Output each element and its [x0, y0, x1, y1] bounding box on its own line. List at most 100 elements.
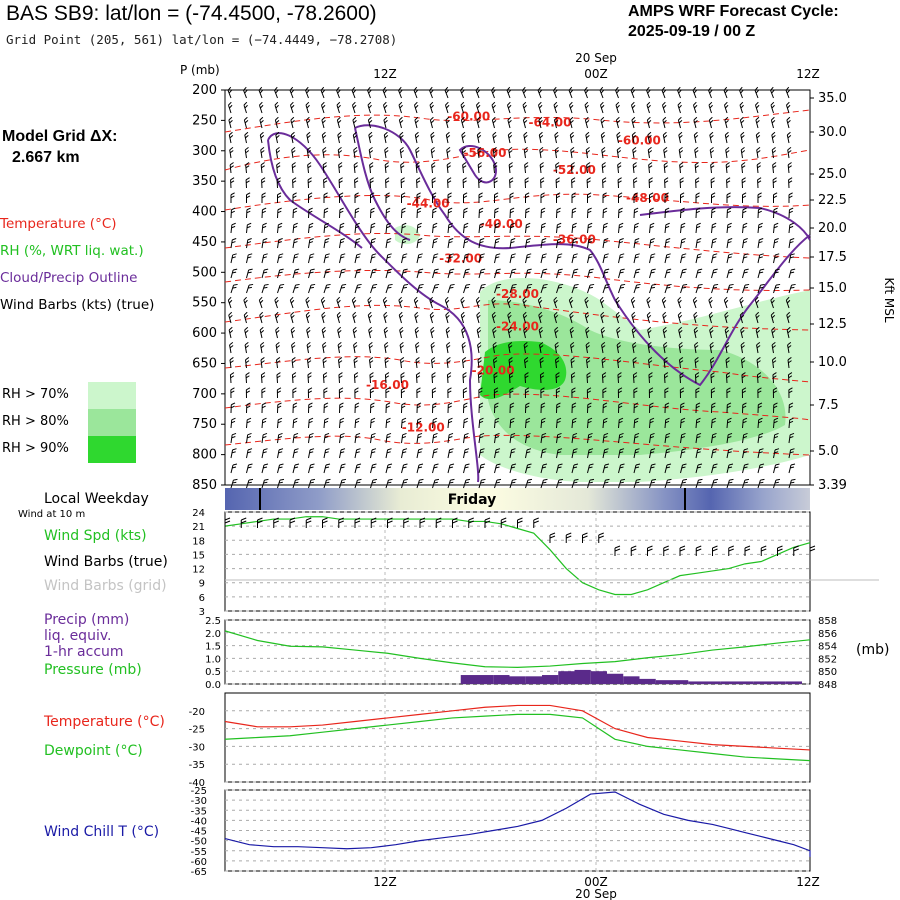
wind-barb	[430, 341, 435, 354]
wind-barb	[290, 311, 295, 324]
wind-barb	[571, 402, 577, 414]
pressure-tick-label: 800	[192, 448, 217, 463]
wind-barb	[384, 146, 389, 159]
wind-chill-tick-label: -55	[191, 847, 207, 858]
wind-barb	[367, 86, 372, 99]
pressure-tick-label: 250	[192, 113, 217, 128]
wind-barb	[726, 402, 732, 414]
wind-barb	[571, 177, 576, 189]
wind-barb	[616, 326, 621, 339]
wind-barb	[664, 448, 671, 459]
wind-barb	[695, 207, 701, 219]
wind-barb	[757, 268, 765, 279]
wind-barb	[556, 192, 561, 204]
wind-barb	[556, 463, 563, 474]
wind-barb	[632, 357, 637, 369]
wind-barb	[617, 357, 622, 369]
precip-bar	[558, 671, 575, 684]
wind-barb	[726, 238, 733, 249]
wind-barb	[568, 101, 574, 114]
wind-barb	[785, 101, 791, 114]
wind-barb	[369, 387, 375, 399]
wind-barb	[477, 341, 482, 354]
wind-barb	[261, 222, 267, 234]
wind-barb	[509, 432, 516, 444]
wind-barb	[649, 222, 655, 234]
wind-barb	[291, 372, 297, 384]
wind-barb	[773, 432, 779, 444]
wind-barb	[322, 341, 327, 354]
wind-barb	[432, 448, 439, 459]
wind-barb	[508, 162, 513, 174]
wind-barb	[416, 238, 423, 249]
precip-accum-label: 1-hr accum	[44, 644, 124, 660]
wind-barb	[725, 372, 731, 384]
wind-barb	[633, 387, 638, 399]
wind-barb	[617, 372, 622, 384]
wind-barb	[432, 478, 440, 489]
height-tick-label: 12.5	[818, 317, 847, 332]
wind-barb	[354, 268, 362, 279]
pressure-tick-label: 854	[818, 642, 837, 653]
wind-barb	[569, 116, 574, 129]
wind-barb	[352, 131, 358, 144]
temperature-contour-label: -60.00	[447, 109, 490, 123]
wind-barb	[630, 101, 636, 114]
wind-barb	[493, 357, 498, 369]
temperature-tick-label: -20	[189, 707, 205, 718]
wind-barb	[725, 162, 730, 174]
wind-barb	[228, 116, 233, 129]
wind-barb	[741, 162, 746, 174]
wind-barb	[570, 357, 575, 369]
wind-barb	[649, 478, 657, 489]
wind-barb	[292, 253, 299, 264]
wind-barb	[742, 238, 748, 249]
wind-barb	[694, 146, 699, 159]
wind-barb	[757, 478, 765, 489]
temperature-contour-label: -40.00	[480, 217, 523, 231]
wind-barb	[463, 192, 468, 204]
wind-barb	[478, 387, 483, 399]
wind-barb	[770, 101, 775, 114]
wind-barb	[539, 146, 544, 159]
wind-barb	[571, 478, 579, 489]
wind-barb	[384, 357, 389, 369]
wind-barb	[354, 417, 360, 429]
temperature-contour	[224, 148, 811, 171]
wind-barb	[742, 268, 749, 279]
wind-barb	[772, 162, 777, 174]
wind-barb	[432, 207, 437, 219]
wind-barb	[630, 296, 636, 309]
wind-barb	[323, 478, 331, 489]
precip-bar	[460, 675, 477, 684]
wind-barb	[323, 448, 330, 459]
wind-barb	[476, 116, 481, 129]
wind-barb	[308, 283, 316, 294]
wind-barb	[244, 131, 249, 144]
wind-barb	[788, 387, 793, 399]
wind-barb	[353, 357, 358, 369]
wind-barb	[661, 296, 667, 309]
wind-barb	[646, 86, 651, 99]
precip-tick-label: 2.0	[205, 629, 221, 640]
wind-barb	[399, 131, 404, 144]
wind-barb	[385, 207, 391, 219]
wind-barb	[337, 131, 342, 144]
wind-barb	[571, 222, 577, 234]
wind-barb	[354, 478, 362, 489]
wind-barb	[726, 253, 733, 264]
wind-barb	[275, 146, 281, 159]
wind-barb	[726, 207, 732, 219]
wind-barb	[478, 283, 486, 294]
wind-barb	[339, 432, 345, 444]
wind-barb	[292, 283, 300, 294]
wind-barb	[338, 162, 343, 174]
forecast-cycle-title: AMPS WRF Forecast Cycle: 2025-09-19 / 00…	[628, 2, 839, 42]
wind-barb	[370, 478, 378, 489]
wind-barb	[693, 326, 699, 339]
wind-barb	[540, 478, 548, 489]
wind-barb	[587, 253, 594, 264]
wind-barb	[509, 177, 514, 189]
wind-barb	[679, 372, 684, 384]
wind-barb	[354, 177, 359, 189]
